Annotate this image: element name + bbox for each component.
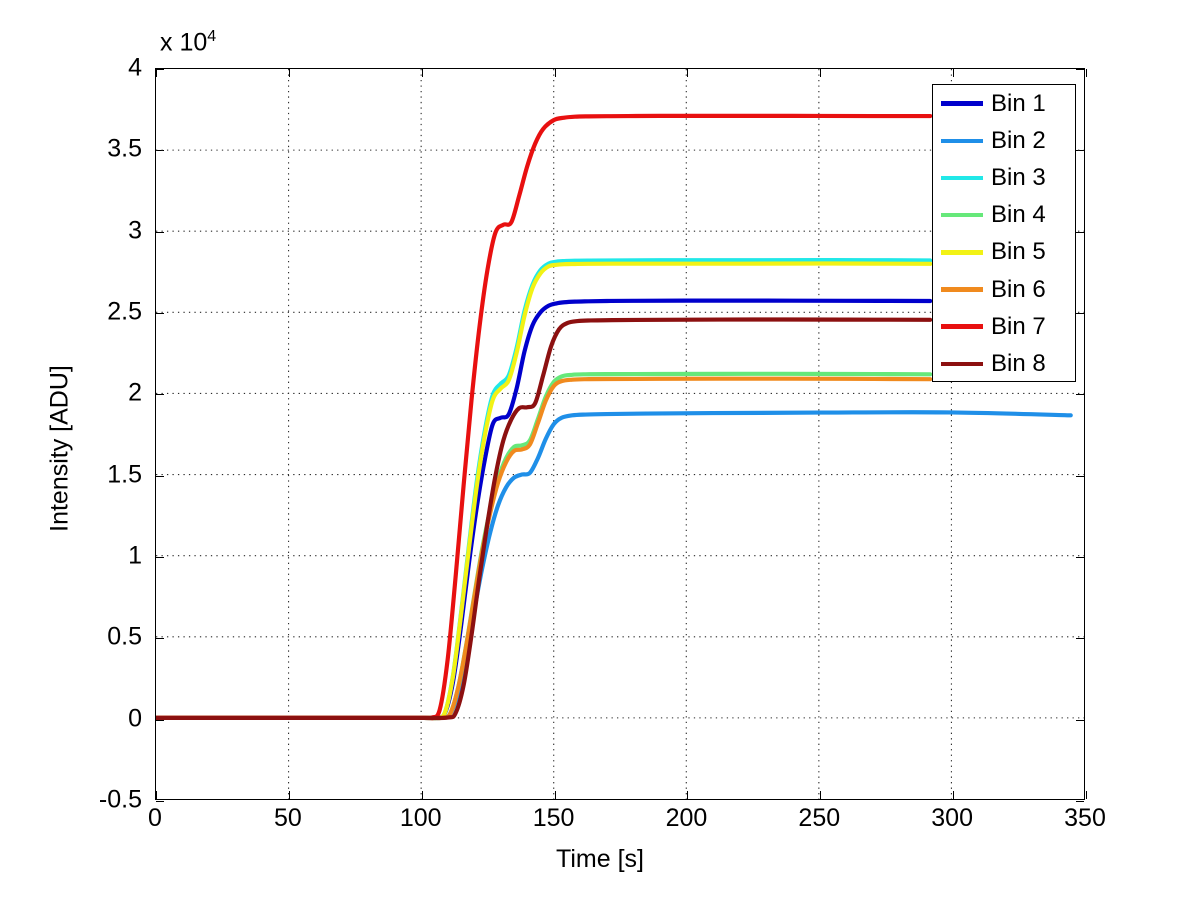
- plot-area: [155, 68, 1087, 802]
- y-tick-right: [1076, 719, 1084, 721]
- y-tick-right: [1076, 69, 1084, 70]
- legend-item-3[interactable]: Bin 3: [933, 159, 1075, 196]
- x-tick-label: 50: [273, 804, 302, 832]
- series-line-5: [156, 261, 933, 721]
- x-tick: [156, 791, 157, 799]
- x-tick: [554, 791, 556, 799]
- legend-swatch-1: [941, 101, 983, 106]
- y-tick-label: 1: [128, 541, 142, 570]
- legend-swatch-8: [941, 361, 983, 367]
- series-line-8: [156, 317, 933, 721]
- x-tick-label: 300: [931, 804, 973, 832]
- legend-swatch-5: [941, 250, 983, 255]
- x-tick-top: [820, 69, 822, 77]
- legend-swatch-6: [941, 287, 983, 292]
- legend-swatch-2: [941, 138, 983, 144]
- series-line-4: [156, 371, 933, 721]
- x-tick-top: [1086, 69, 1087, 77]
- x-tick-top: [288, 69, 290, 77]
- legend-item-5[interactable]: Bin 5: [933, 234, 1075, 271]
- y-tick-right: [1076, 475, 1084, 477]
- legend-item-6[interactable]: Bin 6: [933, 271, 1075, 308]
- legend-label-1: Bin 1: [991, 89, 1046, 117]
- y-tick-right: [1076, 150, 1084, 152]
- y-tick: [156, 150, 164, 152]
- y-tick: [156, 719, 164, 721]
- legend-swatch-4: [941, 212, 983, 218]
- series-line-1: [156, 298, 933, 721]
- y-axis-label: Intensity [ADU]: [45, 365, 74, 532]
- series-line-2: [156, 410, 1073, 721]
- y-tick-label: 0: [128, 704, 142, 733]
- legend-label-8: Bin 8: [991, 349, 1046, 377]
- x-tick-label: 250: [798, 804, 841, 832]
- y-tick-label: 0.5: [107, 622, 142, 651]
- legend-item-7[interactable]: Bin 7: [933, 308, 1075, 345]
- x-tick-label: 200: [665, 804, 708, 832]
- x-tick: [288, 791, 290, 799]
- legend-item-1[interactable]: Bin 1: [933, 85, 1075, 122]
- y-tick-label: 1.5: [107, 460, 142, 489]
- y-tick-label: 3.5: [107, 134, 142, 163]
- y-tick: [156, 69, 164, 70]
- y-tick: [156, 394, 164, 396]
- y-tick-right: [1076, 801, 1084, 802]
- y-tick: [156, 231, 164, 233]
- legend-label-2: Bin 2: [991, 126, 1046, 154]
- y-tick: [156, 557, 164, 558]
- y-tick-right: [1076, 231, 1084, 233]
- y-tick-right: [1076, 638, 1084, 640]
- y-tick: [156, 313, 164, 314]
- y-tick: [156, 638, 164, 640]
- x-tick: [421, 791, 423, 799]
- legend-swatch-7: [941, 324, 983, 329]
- legend-item-2[interactable]: Bin 2: [933, 122, 1075, 159]
- x-tick-top: [421, 69, 423, 77]
- y-tick-label: 3: [128, 216, 142, 245]
- legend-label-7: Bin 7: [991, 312, 1046, 340]
- y-axis-multiplier: x 104: [160, 28, 216, 57]
- x-tick-top: [687, 69, 689, 77]
- y-tick-label: -0.5: [98, 785, 142, 814]
- legend-swatch-3: [941, 175, 983, 181]
- series-line-6: [156, 376, 933, 721]
- x-tick: [820, 791, 822, 799]
- data-curves-layer: [156, 113, 1073, 721]
- legend-label-6: Bin 6: [991, 275, 1046, 303]
- y-tick-right: [1076, 557, 1084, 558]
- legend: Bin 1 Bin 2 Bin 3 Bin 4 Bin 5 Bin 6 Bin 7 Bin 8: [932, 84, 1076, 382]
- x-tick-label: 100: [399, 804, 442, 832]
- y-tick-right: [1076, 313, 1084, 314]
- legend-label-5: Bin 5: [991, 238, 1046, 266]
- legend-label-4: Bin 4: [991, 201, 1046, 229]
- y-tick-label: 2.5: [107, 297, 142, 326]
- y-tick-label: 4: [128, 53, 142, 82]
- legend-item-4[interactable]: Bin 4: [933, 197, 1075, 234]
- y-tick: [156, 475, 164, 477]
- y-tick-label: 2: [128, 378, 142, 407]
- series-line-7: [156, 113, 933, 721]
- y-axis-multiplier-base: x 10: [160, 28, 208, 57]
- y-tick-right: [1076, 394, 1084, 396]
- legend-label-3: Bin 3: [991, 163, 1046, 191]
- x-tick-top: [156, 69, 157, 77]
- y-axis-multiplier-exponent: 4: [207, 28, 217, 45]
- x-tick: [1086, 791, 1087, 799]
- x-tick-label: 0: [148, 804, 162, 832]
- x-tick: [687, 791, 689, 799]
- x-tick: [953, 791, 955, 799]
- x-tick-label: 150: [532, 804, 575, 832]
- x-tick-top: [953, 69, 955, 77]
- y-tick: [156, 801, 164, 802]
- x-axis-label: Time [s]: [556, 845, 644, 873]
- x-tick-top: [554, 69, 556, 77]
- x-tick-label: 350: [1064, 804, 1106, 832]
- legend-item-8[interactable]: Bin 8: [933, 345, 1075, 382]
- series-line-3: [156, 257, 933, 721]
